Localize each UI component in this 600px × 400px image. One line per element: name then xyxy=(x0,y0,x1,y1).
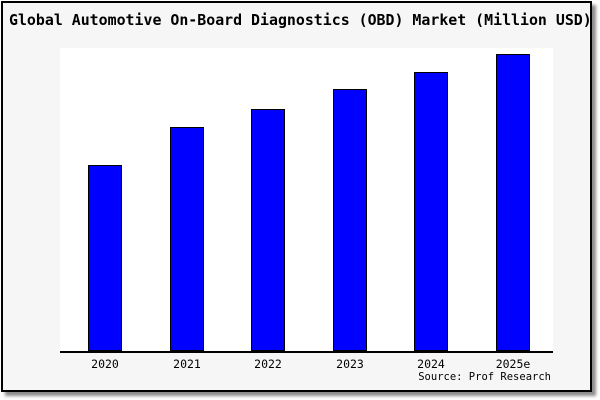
bar-2020 xyxy=(88,165,122,351)
x-axis xyxy=(60,351,553,353)
bar-2023 xyxy=(333,89,367,351)
source-credit: Source: Prof Research xyxy=(418,371,551,383)
x-tick-2023: 2023 xyxy=(336,357,364,371)
chart-title: Global Automotive On-Board Diagnostics (… xyxy=(9,11,592,29)
chart-card: Global Automotive On-Board Diagnostics (… xyxy=(1,1,592,392)
plot-area: Source: Prof Research 2020 2021 2022 2023 20… xyxy=(60,48,553,383)
bar-2024 xyxy=(414,72,448,351)
x-tick-2020: 2020 xyxy=(91,357,119,371)
bar-2025e xyxy=(496,54,530,351)
x-tick-2025e: 2025e xyxy=(495,357,531,371)
bar-2022 xyxy=(251,109,285,351)
x-tick-2021: 2021 xyxy=(173,357,201,371)
bar-2021 xyxy=(170,127,204,351)
x-tick-2022: 2022 xyxy=(254,357,282,371)
x-tick-2024: 2024 xyxy=(417,357,445,371)
